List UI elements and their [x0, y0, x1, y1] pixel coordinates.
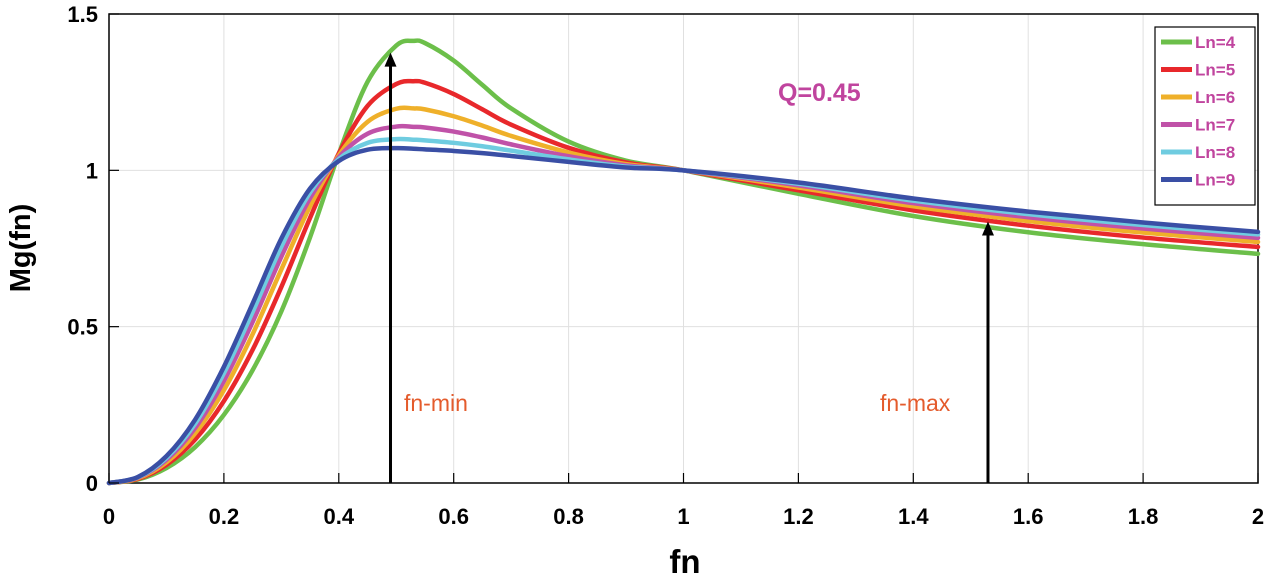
annotations: Q=0.45 fn-min fn-max — [384, 52, 994, 483]
series-line-ln-6 — [106, 105, 1261, 486]
x-tick-label: 0.8 — [553, 504, 584, 529]
legend-label: Ln=6 — [1195, 88, 1235, 107]
fn-min-label: fn-min — [404, 390, 468, 416]
legend-label: Ln=8 — [1195, 143, 1235, 162]
series-line-ln-5 — [106, 78, 1261, 486]
y-tick-label: 1.5 — [67, 2, 98, 27]
series-line-ln-7 — [106, 123, 1261, 486]
x-tick-label: 1.4 — [898, 504, 929, 529]
x-tick-label: 0.4 — [324, 504, 355, 529]
series-line-ln-4 — [106, 38, 1261, 486]
y-tick-label: 1 — [86, 158, 98, 183]
x-tick-label: 1 — [677, 504, 689, 529]
legend-label: Ln=4 — [1195, 33, 1236, 52]
y-tick-label: 0 — [86, 471, 98, 496]
x-tick-label: 2 — [1252, 504, 1264, 529]
legend-label: Ln=7 — [1195, 116, 1235, 135]
x-tick-label: 1.6 — [1013, 504, 1044, 529]
series-lines — [106, 38, 1261, 486]
y-tick-label: 0.5 — [67, 315, 98, 340]
q-annotation: Q=0.45 — [778, 79, 861, 107]
x-tick-label: 0 — [103, 504, 115, 529]
fn-max-arrowhead — [981, 221, 994, 236]
x-tick-label: 1.8 — [1128, 504, 1159, 529]
x-tick-label: 0.6 — [438, 504, 469, 529]
axis-ticks: 0 0.2 0.4 0.6 0.8 1 1.2 1.4 1.6 1.8 2 0 0.5 1 1.5 — [67, 2, 1264, 529]
legend-label: Ln=5 — [1195, 61, 1235, 80]
fn-min-arrowhead — [384, 52, 397, 67]
fn-max-label: fn-max — [880, 390, 951, 416]
y-axis-title: Mg(fn) — [5, 204, 37, 293]
legend-label: Ln=9 — [1195, 171, 1235, 190]
series-line-ln-9 — [106, 145, 1261, 486]
legend-box — [1154, 26, 1256, 206]
x-tick-label: 1.2 — [783, 504, 814, 529]
x-tick-label: 0.2 — [209, 504, 240, 529]
x-axis-title: fn — [669, 543, 700, 579]
legend: Ln=4 Ln=5 Ln=6 Ln=7 Ln=8 Ln=9 — [1154, 26, 1256, 206]
